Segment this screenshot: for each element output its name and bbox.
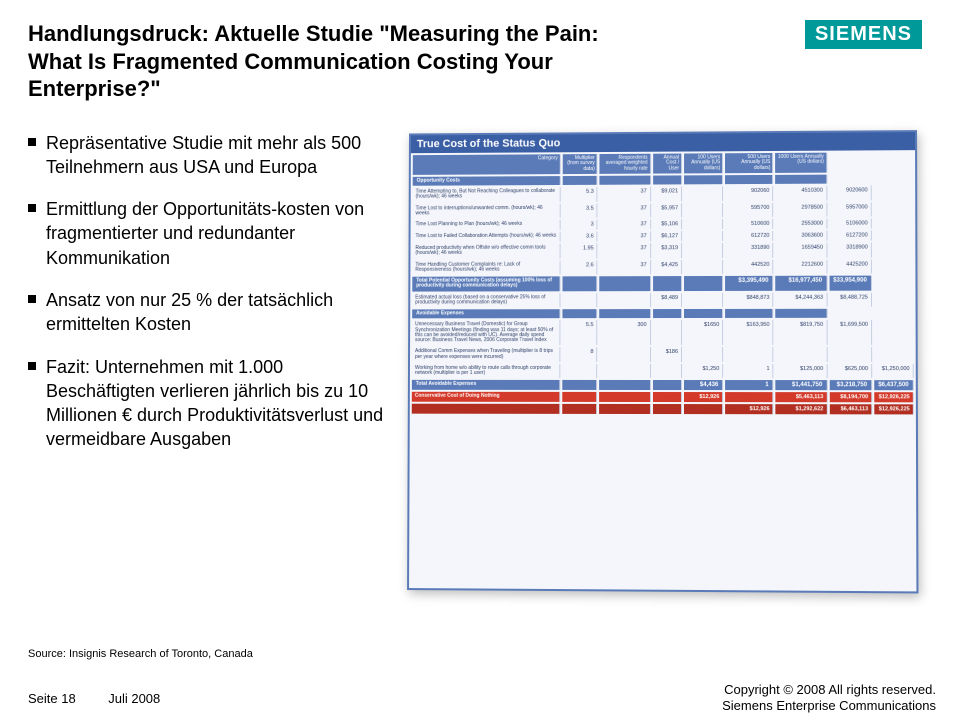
footer-date: Juli 2008 xyxy=(108,691,160,706)
source-citation: Source: Insignis Research of Toronto, Ca… xyxy=(28,648,253,660)
chart-wrap: True Cost of the Status Quo CategoryMult… xyxy=(406,131,932,591)
bullet-item: Repräsentative Studie mit mehr als 500 T… xyxy=(28,131,388,180)
content-row: Repräsentative Studie mit mehr als 500 T… xyxy=(28,131,932,591)
footer-page: Seite 18 xyxy=(28,691,76,706)
footer-left: Seite 18 Juli 2008 xyxy=(28,691,160,706)
bullet-list: Repräsentative Studie mit mehr als 500 T… xyxy=(28,131,388,591)
cost-table-figure: True Cost of the Status Quo CategoryMult… xyxy=(407,130,918,593)
page-title: Handlungsdruck: Aktuelle Studie "Measuri… xyxy=(28,20,628,103)
bullet-item: Ansatz von nur 25 % der tatsächlich ermi… xyxy=(28,288,388,337)
slide: Handlungsdruck: Aktuelle Studie "Measuri… xyxy=(0,0,960,720)
footer-right: Copyright © 2008 All rights reserved. Si… xyxy=(722,682,936,713)
title-row: Handlungsdruck: Aktuelle Studie "Measuri… xyxy=(28,20,932,103)
footer-copyright: Copyright © 2008 All rights reserved. xyxy=(722,682,936,698)
siemens-logo: SIEMENS xyxy=(805,20,922,49)
title-line-2: What Is Fragmented Communication Costing… xyxy=(28,49,553,102)
bullet-item: Fazit: Unternehmen mit 1.000 Beschäftigt… xyxy=(28,355,388,452)
cost-table-title: True Cost of the Status Quo xyxy=(411,132,915,153)
footer: Seite 18 Juli 2008 Copyright © 2008 All … xyxy=(0,676,960,720)
cost-table: CategoryMultiplier (from survey data)Res… xyxy=(410,150,916,417)
title-line-1: Handlungsdruck: Aktuelle Studie "Measuri… xyxy=(28,21,599,46)
footer-company: Siemens Enterprise Communications xyxy=(722,698,936,714)
bullet-item: Ermittlung der Opportunitäts-kosten von … xyxy=(28,197,388,270)
